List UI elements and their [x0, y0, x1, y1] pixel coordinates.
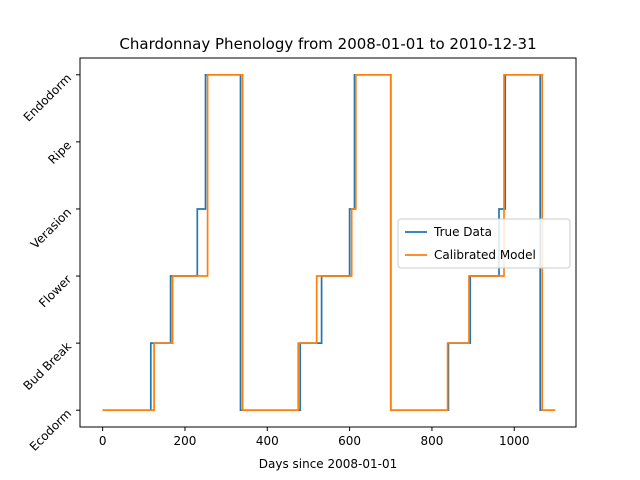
chart-title: Chardonnay Phenology from 2008-01-01 to … [119, 35, 536, 53]
x-tick-label: 800 [420, 434, 443, 448]
legend-box [397, 218, 571, 269]
legend-label-true-data: True Data [433, 225, 492, 239]
x-tick-label: 400 [256, 434, 279, 448]
axes-frame [79, 57, 577, 428]
x-axis-label: Days since 2008-01-01 [259, 457, 398, 471]
series-line-calibrated-model [102, 73, 556, 412]
x-axis: 0 200 400 600 800 1000 [99, 427, 530, 448]
x-tick-label: 200 [174, 434, 197, 448]
legend: True Data Calibrated Model [397, 218, 571, 269]
legend-label-calibrated-model: Calibrated Model [434, 248, 536, 262]
x-tick-label: 1000 [499, 434, 530, 448]
x-tick-label: 0 [99, 434, 107, 448]
x-tick-label: 600 [338, 434, 361, 448]
